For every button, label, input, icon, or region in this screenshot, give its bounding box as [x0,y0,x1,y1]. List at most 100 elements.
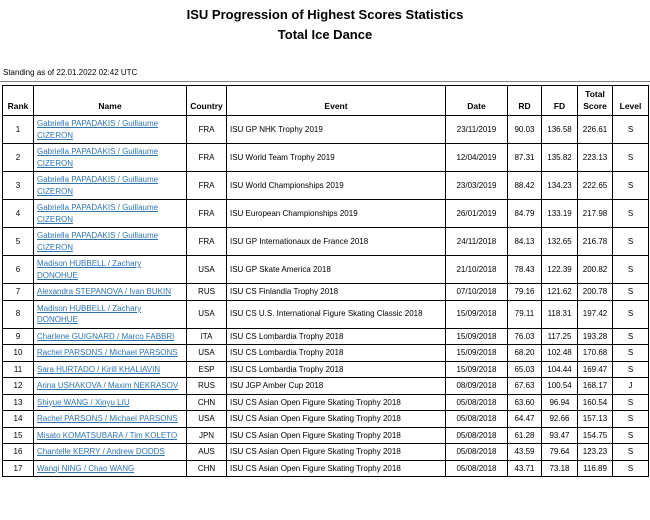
table-row: 10 Rachel PARSONS / Michael PARSONS USA ISU… [2,344,649,362]
level-cell: S [612,283,649,301]
total-cell: 116.89 [577,459,613,477]
event-cell: ISU CS Finlandia Trophy 2018 [226,283,446,301]
level-cell: S [612,255,649,284]
date-cell: 05/08/2018 [445,443,508,461]
event-cell: ISU CS Lombardia Trophy 2018 [226,327,446,345]
level-cell: S [612,426,649,444]
country-cell: AUS [186,443,227,461]
table-row: 2 Gabriella PAPADAKIS / Guillaume CIZERON… [2,143,649,172]
column-header-name: Name [33,85,187,116]
rd-cell: 43.71 [507,459,542,477]
rd-cell: 79.16 [507,283,542,301]
skater-name-link[interactable]: Shiyue WANG / Xinyu LIU [37,397,130,407]
skater-name-link[interactable]: Gabriella PAPADAKIS / Guillaume CIZERON [37,231,159,252]
fd-cell: 79.64 [541,443,578,461]
event-cell: ISU CS Asian Open Figure Skating Trophy … [226,426,446,444]
table-row: 7 Alexandra STEPANOVA / Ivan BUKIN RUS ISU … [2,283,649,301]
event-cell: ISU CS Asian Open Figure Skating Trophy … [226,443,446,461]
fd-cell: 118.31 [541,299,578,329]
skater-name-link[interactable]: Chantelle KERRY / Andrew DODDS [37,447,165,456]
level-cell: S [612,327,649,345]
level-cell: S [612,443,649,461]
date-cell: 26/01/2019 [445,199,508,228]
skater-name-link[interactable]: Gabriella PAPADAKIS / Guillaume CIZERON [37,203,159,224]
table-row: 14 Rachel PARSONS / Michael PARSONS USA ISU… [2,410,649,428]
rank-cell: 6 [2,255,34,284]
rd-cell: 84.79 [507,199,542,228]
rank-cell: 11 [2,360,34,378]
name-cell: Madison HUBBELL / Zachary DONOHUE [33,255,187,284]
level-cell: S [612,410,649,428]
fd-cell: 132.65 [541,227,578,256]
fd-cell: 104.44 [541,360,578,378]
date-cell: 05/08/2018 [445,410,508,428]
total-cell: 169.47 [577,360,613,378]
column-header-rank: Rank [2,85,34,116]
rd-cell: 88.42 [507,171,542,200]
skater-name-link[interactable]: Madison HUBBELL / Zachary DONOHUE [37,303,142,325]
total-cell: 200.78 [577,283,613,301]
rank-cell: 16 [2,443,34,461]
rank-cell: 2 [2,143,34,172]
date-cell: 24/11/2018 [445,227,508,256]
table-row: 13 Shiyue WANG / Xinyu LIU CHN ISU CS Asian… [2,393,649,411]
country-cell: CHN [186,459,227,477]
name-cell: Gabriella PAPADAKIS / Guillaume CIZERON [33,115,187,144]
event-cell: ISU GP NHK Trophy 2019 [226,115,446,144]
fd-cell: 136.58 [541,115,578,144]
table-row: 9 Charlene GUIGNARD / Marco FABBRI ITA ISU … [2,327,649,345]
country-cell: RUS [186,377,227,395]
country-cell: FRA [186,143,227,172]
standing-note: Standing as of 22.01.2022 02:42 UTC [0,68,650,82]
rd-cell: 64.47 [507,410,542,428]
country-cell: USA [186,344,227,362]
skater-name-link[interactable]: Arina USHAKOVA / Maxim NEKRASOV [37,381,179,390]
skater-name-link[interactable]: Misato KOMATSUBARA / Tim KOLETO [37,430,178,440]
total-cell: 197.42 [577,299,613,329]
fd-cell: 92.66 [541,410,578,428]
rank-cell: 3 [2,171,34,200]
name-cell: Arina USHAKOVA / Maxim NEKRASOV [33,377,187,395]
skater-name-link[interactable]: Gabriella PAPADAKIS / Guillaume CIZERON [37,147,159,168]
event-cell: ISU GP Skate America 2018 [226,255,446,284]
rank-cell: 10 [2,344,34,362]
skater-name-link[interactable]: Charlene GUIGNARD / Marco FABBRI [37,331,175,341]
level-cell: S [612,299,649,329]
skater-name-link[interactable]: Rachel PARSONS / Michael PARSONS [37,348,178,357]
total-cell: 123.23 [577,443,613,461]
country-cell: ITA [186,327,227,345]
fd-cell: 96.94 [541,393,578,411]
skater-name-link[interactable]: Rachel PARSONS / Michael PARSONS [37,414,178,423]
skater-name-link[interactable]: Alexandra STEPANOVA / Ivan BUKIN [37,287,171,296]
skater-name-link[interactable]: Madison HUBBELL / Zachary DONOHUE [37,259,142,280]
table-row: 17 Wanqi NING / Chao WANG CHN ISU CS Asian … [2,459,649,477]
fd-cell: 73.18 [541,459,578,477]
scores-table-body: 1 Gabriella PAPADAKIS / Guillaume CIZERON… [2,115,649,477]
level-cell: S [612,171,649,200]
column-header-fd: FD [541,85,578,116]
level-cell: S [612,393,649,411]
date-cell: 15/09/2018 [445,344,508,362]
event-cell: ISU CS Asian Open Figure Skating Trophy … [226,410,446,428]
date-cell: 15/09/2018 [445,299,508,329]
rd-cell: 90.03 [507,115,542,144]
rd-cell: 78.43 [507,255,542,284]
skater-name-link[interactable]: Gabriella PAPADAKIS / Guillaume CIZERON [37,119,159,140]
table-row: 3 Gabriella PAPADAKIS / Guillaume CIZERON… [2,171,649,200]
column-header-total: Total Score [577,85,613,116]
country-cell: USA [186,299,227,329]
rd-cell: 84.13 [507,227,542,256]
total-cell: 222.65 [577,171,613,200]
country-cell: FRA [186,171,227,200]
total-cell: 168.17 [577,377,613,395]
date-cell: 21/10/2018 [445,255,508,284]
skater-name-link[interactable]: Sara HURTADO / Kirill KHALIAVIN [37,364,161,374]
total-cell: 216.78 [577,227,613,256]
fd-cell: 122.39 [541,255,578,284]
name-cell: Sara HURTADO / Kirill KHALIAVIN [33,360,187,378]
skater-name-link[interactable]: Wanqi NING / Chao WANG [37,463,135,473]
page-title: ISU Progression of Highest Scores Statis… [186,7,464,22]
rank-cell: 8 [2,299,34,329]
skater-name-link[interactable]: Gabriella PAPADAKIS / Guillaume CIZERON [37,175,159,196]
country-cell: ESP [186,360,227,378]
